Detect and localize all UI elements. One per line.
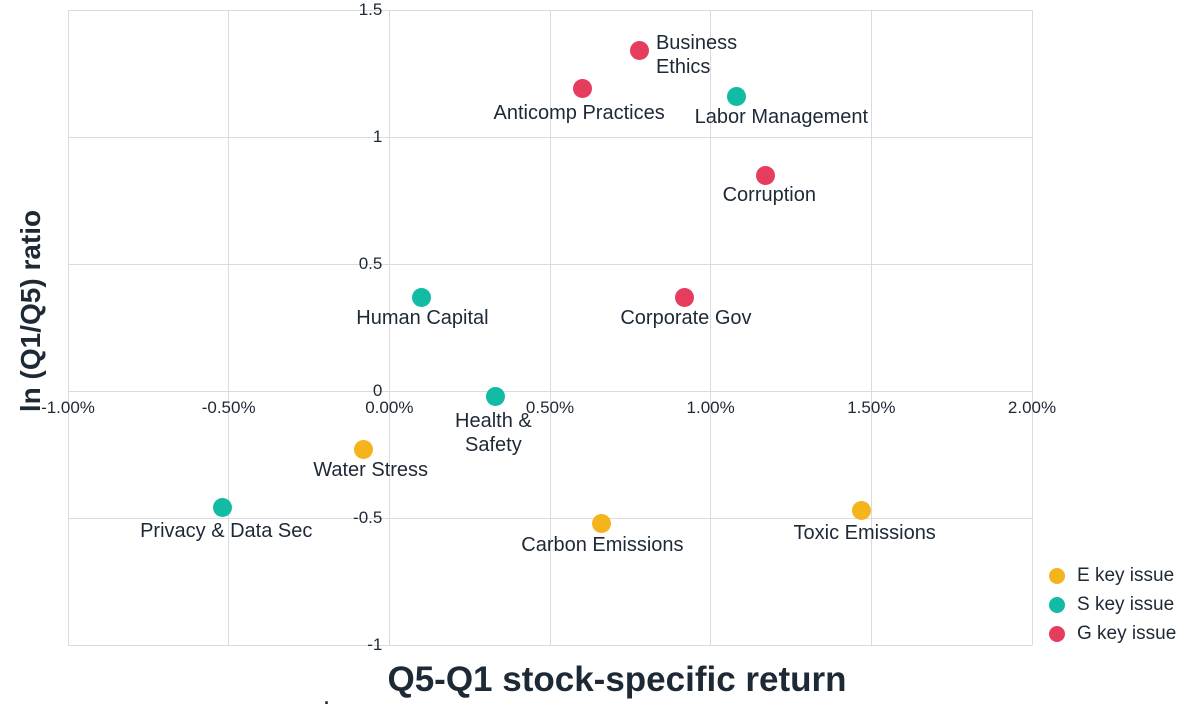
data-point-label-water-stress: Water Stress [313,458,428,482]
legend: E key issue S key issue G key issue [1049,564,1176,646]
data-point-label-line: Corruption [722,184,816,207]
data-point-label-corruption: Corruption [723,183,816,207]
x-tick-label: 2.00% [1007,398,1057,417]
legend-item-s-key-issue[interactable]: S key issue [1049,593,1176,617]
x-gridline [870,10,872,645]
y-gridline [68,263,1032,265]
x-tick-label: -1.00% [41,398,95,417]
data-point-label-labor-management: Labor Management [695,105,868,129]
x-gridline [228,10,230,645]
x-tick-label: 0.00% [365,398,414,417]
data-point-human-capital[interactable] [411,287,431,307]
x-gridline [1031,10,1033,645]
y-tick-label: 0.5 [358,254,383,273]
data-point-label-human-capital: Human Capital [356,306,488,330]
data-point-toxic-emissions[interactable] [852,500,872,520]
data-point-corruption[interactable] [755,165,775,185]
x-gridline [388,10,390,645]
data-point-label-line: Labor Management [694,106,869,129]
data-point-label-line: Privacy & Data Sec [140,519,313,542]
data-point-label-line: Water Stress [313,459,429,482]
legend-item-label: G key issue [1077,623,1177,644]
legend-item-label: E key issue [1077,565,1175,586]
data-point-label-business-ethics: Business Ethics [656,31,737,79]
legend-item-g-key-issue[interactable]: G key issue [1049,622,1176,646]
data-point-water-stress[interactable] [354,439,374,459]
legend-swatch-icon [1049,597,1065,613]
data-point-label-line: Carbon Emissions [521,534,684,557]
data-point-corporate-gov[interactable] [675,287,695,307]
y-axis-title: ln (Q1/Q5) ratio [15,209,46,413]
y-gridline [68,517,1032,519]
y-tick-label: -0.5 [353,508,383,527]
data-point-label-line: Ethics [655,55,711,78]
data-point-label-line: Safety [465,434,522,457]
legend-item-label: S key issue [1077,594,1175,615]
data-point-labor-management[interactable] [726,86,746,106]
stray-period: . [324,688,330,708]
data-point-label-line: Toxic Emissions [793,522,936,545]
data-point-label-line: Business [655,31,738,54]
legend-swatch-icon [1049,626,1065,642]
y-gridline [68,9,1032,11]
x-gridline [549,10,551,645]
x-gridline [710,10,712,645]
data-point-label-line: Health & [455,410,532,433]
y-gridline [68,390,1032,392]
data-point-label-line: Human Capital [356,307,489,330]
data-point-label-carbon-emissions: Carbon Emissions [521,533,683,557]
data-point-label-health-safety: Health & Safety [455,409,532,457]
data-point-anticomp-practices[interactable] [572,79,592,99]
data-point-label-privacy-data-sec: Privacy & Data Sec [140,519,312,543]
x-axis-title: Q5-Q1 stock-specific return [387,660,847,699]
y-tick-label: 0 [372,381,383,400]
y-gridline [68,644,1032,646]
data-point-carbon-emissions[interactable] [591,513,611,533]
x-tick-label: -0.50% [201,398,256,417]
data-point-label-line: Anticomp Practices [493,101,665,124]
data-point-label-toxic-emissions: Toxic Emissions [794,521,936,545]
x-tick-label: 1.00% [686,398,735,417]
data-point-label-corporate-gov: Corporate Gov [620,306,751,330]
x-tick-label: 1.50% [847,398,896,417]
legend-swatch-icon [1049,568,1065,584]
x-gridline [67,10,69,645]
y-tick-label: 1 [372,127,383,146]
y-tick-label: -1 [367,635,383,654]
data-point-label-line: Corporate Gov [620,307,752,330]
x-tick-label: 0.50% [525,398,575,417]
data-point-business-ethics[interactable] [630,41,650,61]
data-point-label-anticomp-practices: Anticomp Practices [494,101,665,125]
y-gridline [68,136,1032,138]
y-tick-label: 1.5 [358,0,383,19]
data-point-health-safety[interactable] [485,386,505,406]
data-point-privacy-data-sec[interactable] [212,498,232,518]
legend-item-e-key-issue[interactable]: E key issue [1049,564,1176,588]
